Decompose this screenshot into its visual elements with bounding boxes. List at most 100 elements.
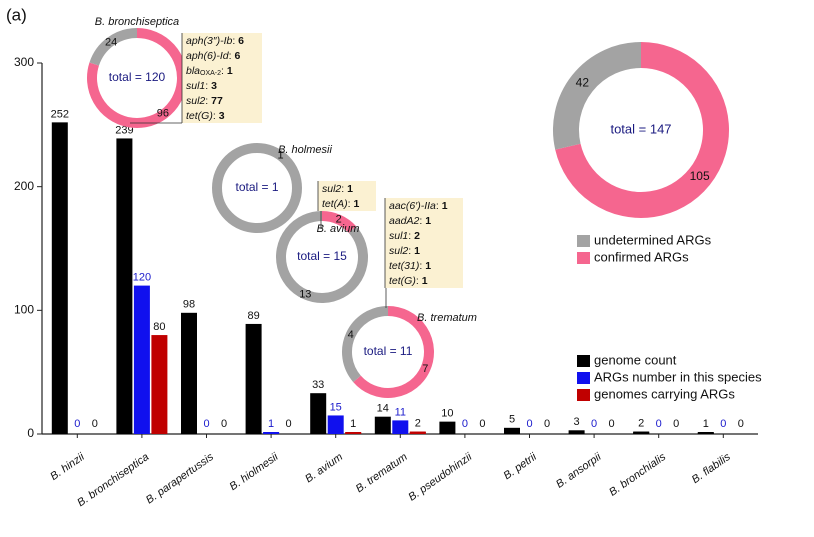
legend-swatch <box>577 389 590 401</box>
gene-count: 1 <box>422 275 428 287</box>
value-label: 0 <box>286 418 292 430</box>
gene-count: 77 <box>211 95 223 107</box>
separator: : <box>348 198 354 210</box>
donut-value-label: 2 <box>336 213 342 225</box>
value-label: 33 <box>312 379 324 391</box>
bar <box>151 335 168 434</box>
value-label: 0 <box>203 418 209 430</box>
bar <box>181 312 197 434</box>
y-tick-label: 200 <box>14 179 34 193</box>
donut-value-label: 4 <box>348 329 354 341</box>
value-label: 0 <box>673 418 679 430</box>
donut-value-label: 42 <box>576 75 590 89</box>
donut-value-label: 13 <box>299 288 311 300</box>
y-tick-label: 0 <box>27 426 34 440</box>
annotation-box <box>182 33 262 123</box>
donut-center-label: total = 11 <box>364 344 413 358</box>
value-label: 2 <box>415 417 421 429</box>
x-tick-label: B. petrii <box>501 451 539 483</box>
separator: : <box>408 245 414 257</box>
value-label: 3 <box>574 416 580 428</box>
value-label: 0 <box>221 418 227 430</box>
gene-entry: aadA2: 1 <box>389 215 431 227</box>
donut-segment <box>553 42 642 150</box>
gene-count: 3 <box>211 80 217 92</box>
gene-name: tet(G) <box>389 275 416 287</box>
bar <box>439 421 456 434</box>
gene-name: sul1 <box>389 230 408 242</box>
gene-name: sul2 <box>389 245 408 257</box>
donut-center-label: total = 120 <box>109 70 166 84</box>
donut-segment <box>276 211 368 303</box>
donut-segment <box>342 306 389 383</box>
bar <box>327 415 344 434</box>
gene-name: aph(3″)-Ib <box>186 35 232 47</box>
value-label: 98 <box>183 299 195 311</box>
x-tick-label: B. bronchialis <box>607 451 668 499</box>
gene-entry: tet(A): 1 <box>322 198 360 210</box>
donut-title: B. holmesii <box>278 144 332 156</box>
bar-stub <box>263 432 280 434</box>
gene-count: 1 <box>354 198 360 210</box>
donut-segment <box>321 211 357 234</box>
donut-value-label: 7 <box>422 363 428 375</box>
gene-entry: tet(G): 3 <box>186 110 225 122</box>
value-label: 0 <box>479 418 485 430</box>
donut-segment <box>555 42 729 218</box>
x-tick-label: B. hinzii <box>48 451 87 483</box>
value-label: 5 <box>509 414 515 426</box>
legend-swatch <box>577 355 590 367</box>
gene-count: 1 <box>227 65 233 77</box>
bar <box>245 323 262 434</box>
separator: : <box>419 215 425 227</box>
separator: : <box>341 183 347 195</box>
gene-count: 3 <box>219 110 225 122</box>
legend-swatch <box>577 372 590 384</box>
separator: : <box>229 50 235 62</box>
x-tick-label: B. flabilis <box>690 451 733 486</box>
gene-count: 1 <box>425 215 431 227</box>
gene-entry: sul1: 2 <box>389 230 420 242</box>
value-label: 14 <box>377 403 389 415</box>
x-tick-label: B. parapertussis <box>144 451 216 507</box>
legend-label: undetermined ARGs <box>594 232 712 247</box>
value-label: 89 <box>247 310 259 322</box>
gene-name: sul2 <box>186 95 205 107</box>
donut-title: B. avium <box>317 223 360 235</box>
value-label: 0 <box>609 418 615 430</box>
x-tick-label: B. hiolmesii <box>228 451 281 493</box>
value-label: 80 <box>153 321 165 333</box>
separator: : <box>205 80 211 92</box>
gene-name: tet(31) <box>389 260 419 272</box>
gene-name: tet(G) <box>186 110 213 122</box>
value-label: 0 <box>656 418 662 430</box>
gene-entry: aph(3″)-Ib: 6 <box>186 35 244 47</box>
bar <box>392 420 409 434</box>
value-label: 1 <box>350 418 356 430</box>
value-label: 1 <box>703 418 709 430</box>
gene-name: aph(6)-Id <box>186 50 230 62</box>
gene-entry: sul2: 77 <box>186 95 223 107</box>
gene-count: 1 <box>414 245 420 257</box>
separator: : <box>436 200 442 212</box>
x-tick-label: B. avium <box>303 451 345 485</box>
gene-name: sul1 <box>186 80 205 92</box>
bar <box>116 138 133 435</box>
bar-stub <box>409 432 426 434</box>
gene-subscript: OXA-2 <box>200 70 221 77</box>
gene-count: 1 <box>425 260 431 272</box>
bar <box>568 430 585 434</box>
gene-name: bla <box>186 65 200 77</box>
value-label: 2 <box>638 417 644 429</box>
bar <box>133 285 150 434</box>
bar-stub <box>345 432 362 434</box>
gene-entry: aph(6)-Id: 6 <box>186 50 240 62</box>
value-label: 120 <box>133 272 151 284</box>
separator: : <box>221 65 227 77</box>
donut-segment <box>212 143 302 233</box>
legend-label: genomes carrying ARGs <box>594 386 735 401</box>
donut-center-label: total = 147 <box>610 121 671 136</box>
bar <box>51 122 68 435</box>
gene-count: 2 <box>414 230 420 242</box>
gene-entry: tet(31): 1 <box>389 260 431 272</box>
